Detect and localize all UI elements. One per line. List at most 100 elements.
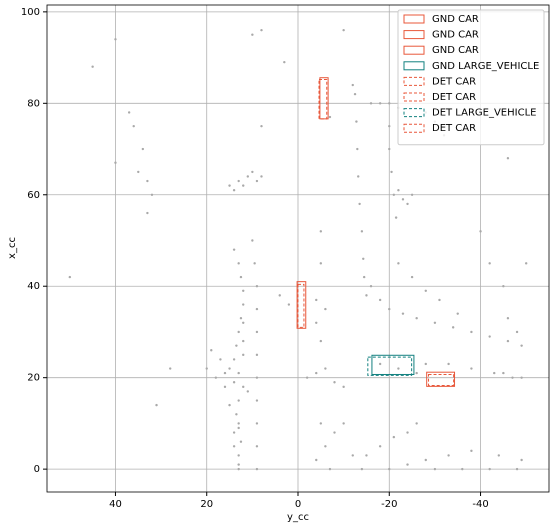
point [315, 458, 318, 462]
point [520, 376, 523, 379]
legend-frame [397, 9, 545, 146]
point [315, 321, 318, 325]
point [255, 422, 259, 425]
legend-label: DET CAR [432, 92, 476, 103]
point [255, 307, 259, 311]
point [451, 326, 455, 329]
bounding-box [318, 79, 328, 120]
point [401, 198, 405, 201]
point [520, 458, 523, 462]
point [232, 445, 236, 448]
point [242, 353, 245, 357]
point [351, 454, 354, 457]
point [242, 289, 245, 292]
point [237, 426, 240, 430]
point [388, 467, 391, 471]
point [137, 170, 140, 174]
point [394, 216, 398, 219]
point [410, 275, 414, 279]
point [415, 422, 418, 425]
point [232, 431, 236, 434]
y-axis-label: x_cc [7, 237, 18, 259]
point [506, 317, 510, 320]
point [315, 298, 318, 302]
point [237, 179, 240, 183]
point [353, 92, 357, 96]
point [251, 239, 254, 242]
legend-swatch [403, 76, 425, 86]
bounding-box [371, 354, 415, 375]
point [315, 371, 318, 375]
point [497, 454, 500, 457]
point [388, 147, 391, 151]
point [235, 344, 238, 347]
point [438, 298, 441, 302]
point [223, 385, 227, 389]
point [424, 458, 427, 462]
y-tick-label: 20 [27, 373, 40, 384]
point [283, 60, 286, 64]
plot-frame [46, 4, 550, 493]
point [246, 390, 249, 393]
point [239, 440, 243, 443]
point [237, 330, 240, 334]
bounding-box [428, 373, 455, 386]
point [255, 179, 259, 183]
point [388, 102, 391, 105]
legend-swatch [403, 30, 425, 40]
point [342, 385, 345, 389]
point [319, 422, 323, 425]
point [242, 385, 245, 389]
point [515, 467, 519, 471]
point [260, 124, 263, 128]
point [397, 367, 400, 370]
point [506, 156, 510, 160]
point [362, 257, 365, 260]
point [360, 467, 364, 471]
point [328, 467, 332, 471]
point [488, 262, 491, 265]
point [239, 275, 243, 279]
point [255, 445, 259, 448]
point [470, 330, 473, 334]
point [342, 28, 345, 32]
y-tick-label: 40 [27, 281, 40, 292]
point [237, 454, 240, 457]
point [324, 445, 327, 448]
point [365, 454, 368, 457]
point [433, 321, 437, 325]
bounding-box [426, 371, 456, 387]
point [447, 362, 450, 366]
point [488, 467, 491, 471]
point [424, 362, 427, 366]
point [237, 371, 240, 375]
point [328, 115, 332, 119]
point [127, 111, 131, 114]
point [305, 376, 309, 379]
point [155, 403, 158, 407]
point [242, 184, 245, 187]
point [237, 262, 240, 265]
point [114, 38, 117, 41]
x-tick-label: 0 [295, 499, 301, 510]
point [255, 285, 259, 288]
point [415, 371, 418, 375]
point [169, 367, 172, 370]
point [255, 353, 259, 357]
point [237, 422, 240, 425]
point [251, 33, 254, 36]
point [392, 193, 396, 196]
point [415, 317, 418, 320]
point [255, 330, 259, 334]
point [228, 184, 231, 187]
point [319, 230, 323, 233]
point [390, 170, 393, 174]
point [237, 467, 240, 471]
legend-label: DET LARGE_VEHICLE [432, 108, 536, 119]
x-tick-label: -20 [381, 499, 397, 510]
point [369, 102, 373, 105]
point [210, 349, 213, 352]
point [287, 303, 291, 306]
point [255, 376, 259, 379]
